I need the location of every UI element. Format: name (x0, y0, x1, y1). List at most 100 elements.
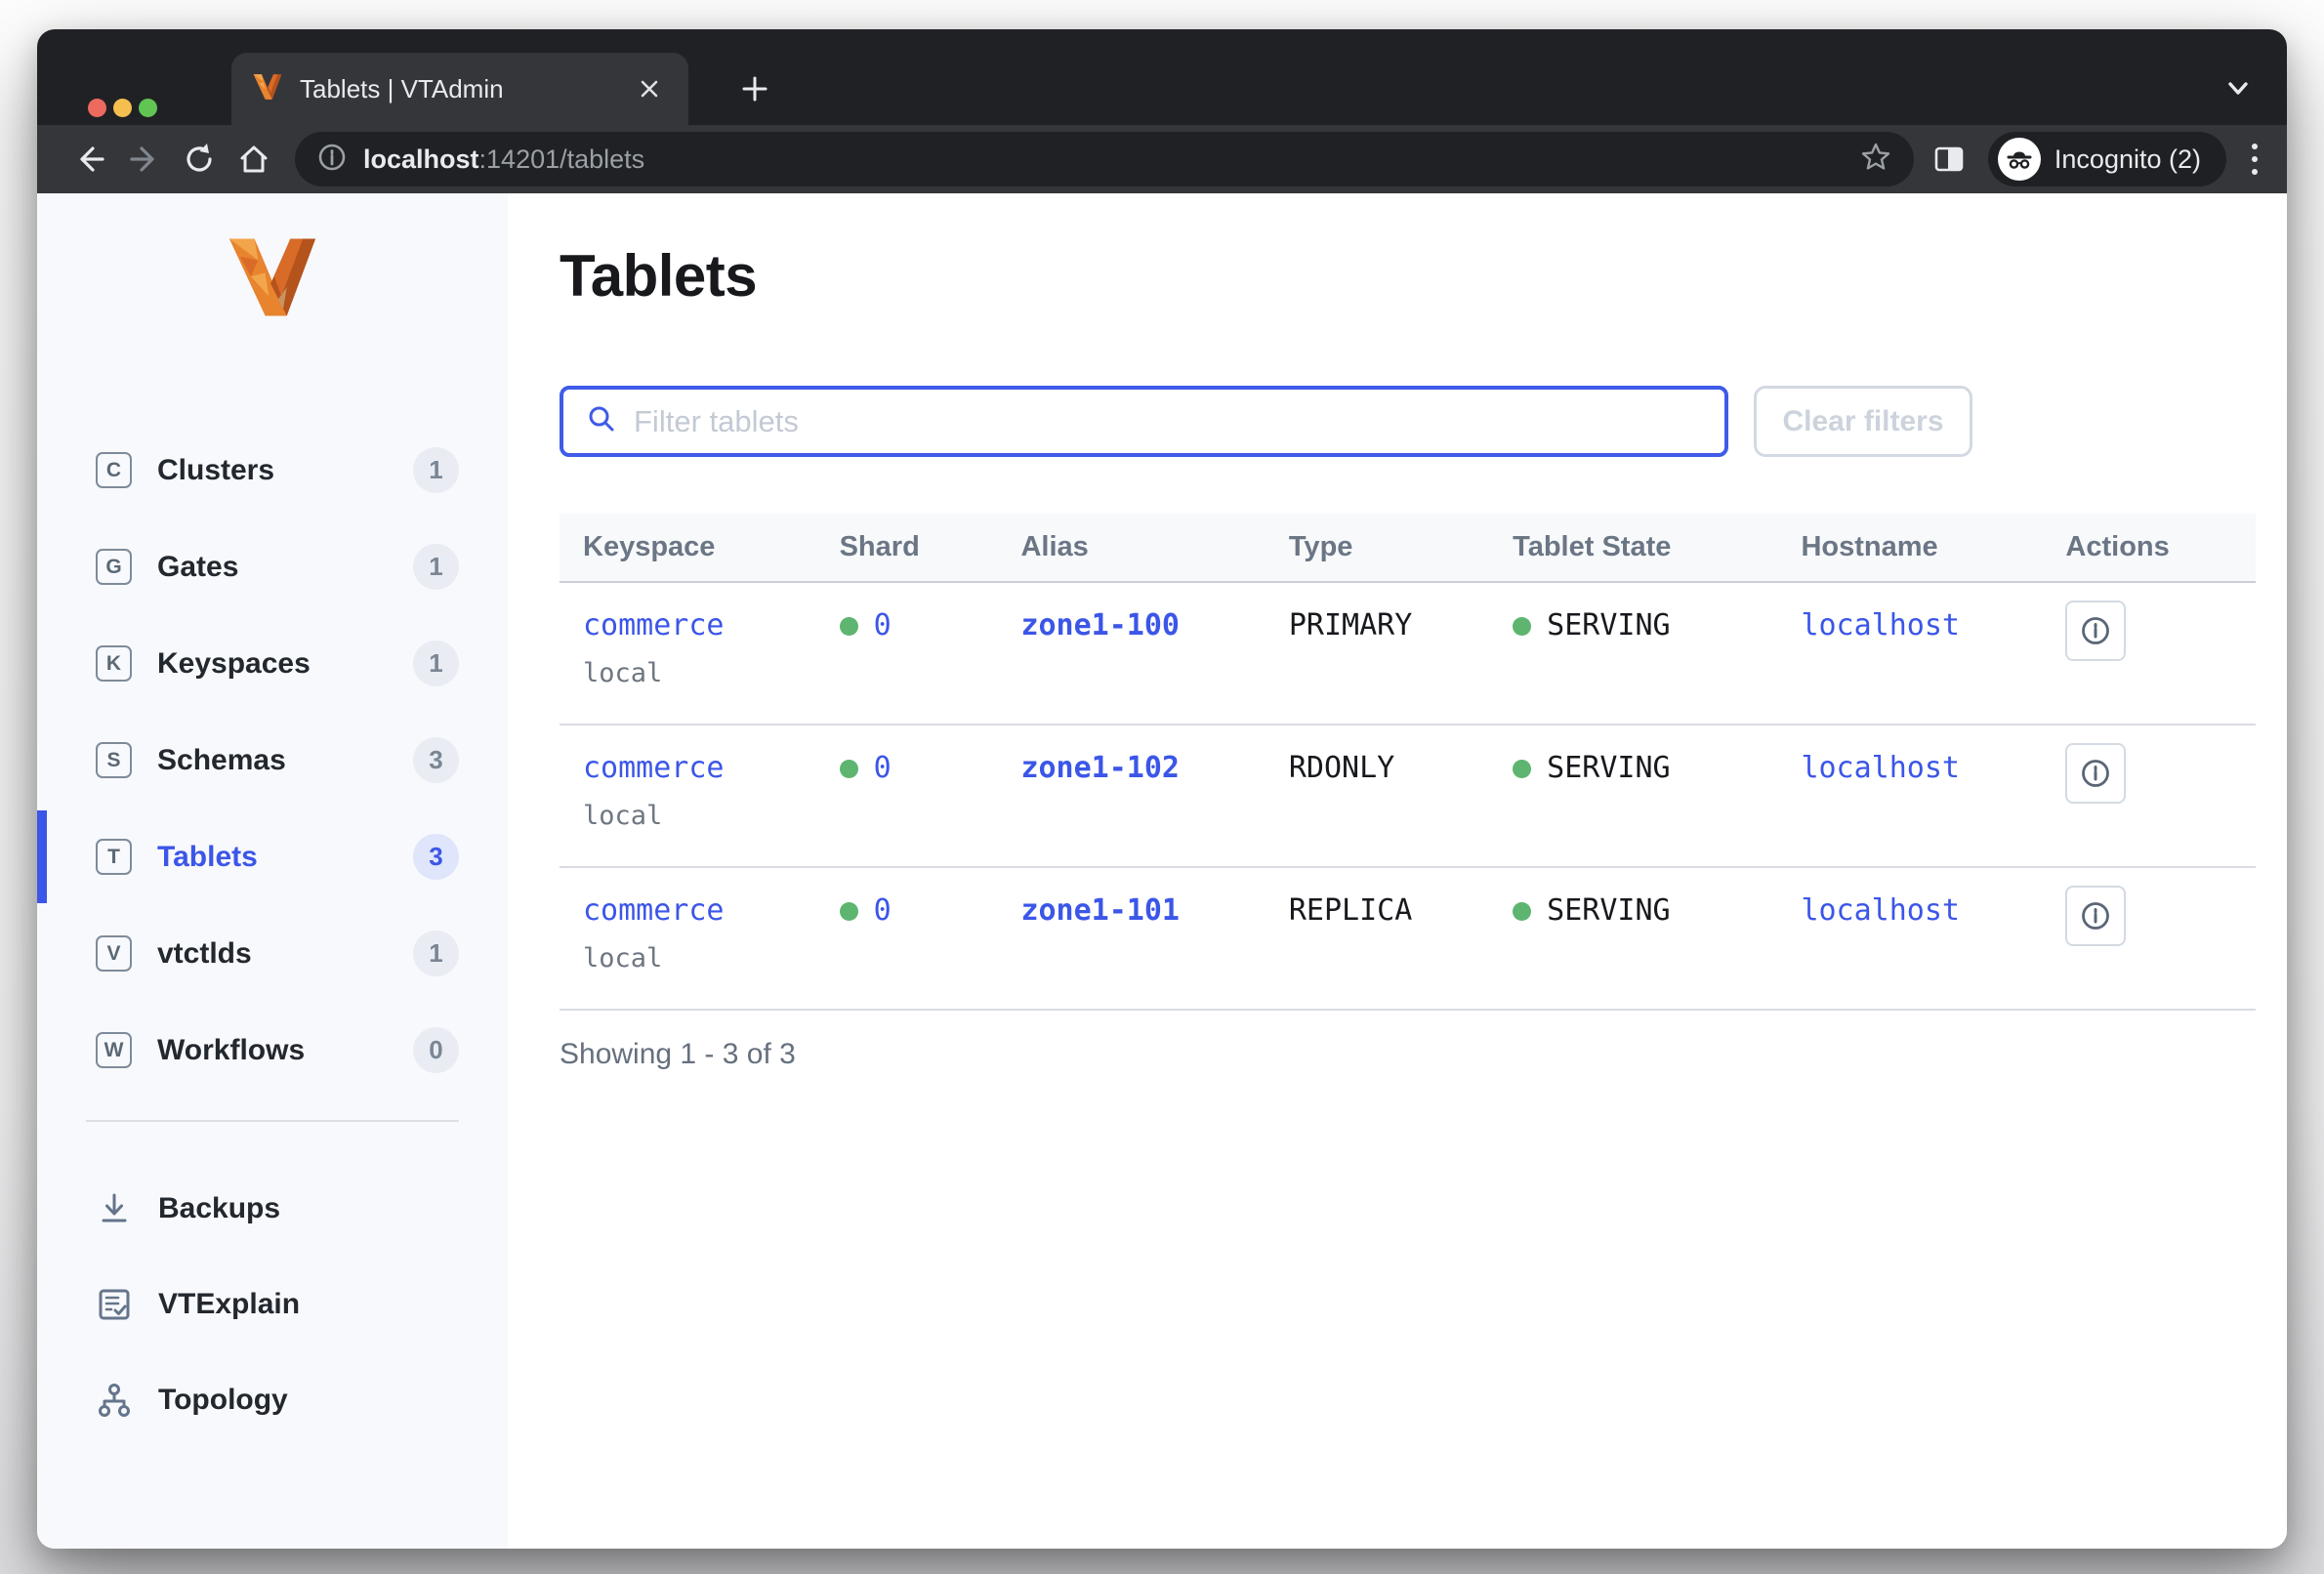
sidebar-item-keyspaces[interactable]: K Keyspaces 1 (37, 615, 508, 712)
incognito-label: Incognito (2) (2054, 144, 2201, 174)
count-badge: 1 (413, 447, 459, 493)
alias-link[interactable]: zone1-102 (1020, 751, 1180, 785)
sidebar-item-clusters[interactable]: C Clusters 1 (37, 422, 508, 518)
shard-health-dot (839, 617, 858, 636)
forward-icon[interactable] (121, 136, 168, 183)
table-row: commerce local 0 zone1-101 REPLICA SERVIN… (560, 867, 2256, 1011)
browser-toolbar: localhost:14201/tablets (37, 125, 2287, 193)
sidebar-item-backups[interactable]: Backups (37, 1161, 508, 1257)
count-badge: 3 (413, 737, 459, 783)
shard-link[interactable]: 0 (873, 751, 892, 785)
tab-tablets[interactable]: Tablets | VTAdmin (231, 53, 688, 125)
shard-health-dot (839, 902, 858, 921)
col-header-keyspace: Keyspace (560, 514, 840, 583)
workflows-letter-icon: W (96, 1032, 132, 1068)
count-badge: 1 (413, 931, 459, 976)
vitess-favicon-icon (253, 73, 282, 105)
reload-icon[interactable] (176, 136, 223, 183)
backups-icon (94, 1188, 135, 1229)
url-path: :14201/tablets (478, 144, 645, 174)
tablet-type: PRIMARY (1288, 608, 1413, 642)
cluster-name: local (583, 658, 663, 688)
hostname-link[interactable]: localhost (1801, 608, 1960, 642)
sidebar-divider (86, 1120, 459, 1122)
tablet-type: RDONLY (1288, 751, 1395, 785)
state-health-dot (1513, 617, 1532, 636)
sidebar-item-vtctlds[interactable]: V vtctlds 1 (37, 905, 508, 1002)
close-window-button[interactable] (88, 99, 106, 117)
sidebar-nav: C Clusters 1 G Gates 1 K Keyspaces 1 (37, 422, 508, 1098)
tab-search-chevron-icon[interactable] (2219, 68, 2258, 107)
tablet-state: SERVING (1547, 751, 1671, 785)
home-icon[interactable] (230, 136, 277, 183)
filter-box (560, 386, 1728, 457)
sidebar-item-tablets[interactable]: T Tablets 3 (37, 808, 508, 905)
col-header-hostname: Hostname (1801, 514, 2066, 583)
shard-health-dot (839, 760, 858, 778)
back-icon[interactable] (66, 136, 113, 183)
count-badge: 1 (413, 641, 459, 686)
tablets-letter-icon: T (96, 839, 132, 875)
minimize-window-button[interactable] (113, 99, 132, 117)
state-health-dot (1513, 902, 1532, 921)
shard-link[interactable]: 0 (873, 608, 892, 642)
incognito-icon (1997, 138, 2041, 181)
tab-close-icon[interactable] (632, 71, 667, 106)
count-badge: 0 (413, 1027, 459, 1073)
alias-link[interactable]: zone1-100 (1020, 608, 1180, 642)
state-health-dot (1513, 760, 1532, 778)
tab-strip: Tablets | VTAdmin (37, 29, 2287, 125)
sidebar-item-gates[interactable]: G Gates 1 (37, 518, 508, 615)
alias-link[interactable]: zone1-101 (1020, 893, 1180, 928)
tab-title: Tablets | VTAdmin (300, 73, 504, 104)
tablets-table: Keyspace Shard Alias Type Tablet State H… (560, 514, 2256, 1011)
filter-tablets-input[interactable] (634, 403, 1703, 439)
browser-window: Tablets | VTAdmin localhos (37, 29, 2287, 1549)
bookmark-star-icon[interactable] (1859, 141, 1892, 179)
site-info-icon[interactable] (316, 142, 348, 178)
row-info-button[interactable] (2065, 601, 2127, 661)
count-badge: 1 (413, 544, 459, 590)
vtexplain-icon (94, 1284, 135, 1325)
row-info-button[interactable] (2065, 743, 2127, 804)
sidebar-item-schemas[interactable]: S Schemas 3 (37, 712, 508, 808)
keyspace-link[interactable]: commerce (583, 893, 725, 928)
url-bar[interactable]: localhost:14201/tablets (295, 132, 1914, 186)
side-panel-icon[interactable] (1931, 142, 1967, 177)
sidebar-item-workflows[interactable]: W Workflows 0 (37, 1002, 508, 1098)
row-info-button[interactable] (2065, 886, 2127, 946)
tablet-type: REPLICA (1288, 893, 1413, 928)
cluster-name: local (583, 943, 663, 973)
url-text[interactable]: localhost:14201/tablets (363, 145, 1859, 175)
vtadmin-app: C Clusters 1 G Gates 1 K Keyspaces 1 (37, 193, 2287, 1549)
tablet-state: SERVING (1547, 608, 1671, 642)
results-summary: Showing 1 - 3 of 3 (560, 1038, 796, 1070)
sidebar-item-vtexplain[interactable]: VTExplain (37, 1257, 508, 1352)
filter-row: Clear filters (560, 386, 2256, 457)
shard-link[interactable]: 0 (873, 893, 892, 928)
clear-filters-button[interactable]: Clear filters (1754, 386, 1972, 457)
count-badge: 3 (413, 834, 459, 880)
table-row: commerce local 0 zone1-102 RDONLY SERVING… (560, 725, 2256, 868)
hostname-link[interactable]: localhost (1801, 751, 1960, 785)
keyspaces-letter-icon: K (96, 645, 132, 682)
url-host: localhost (363, 144, 479, 174)
incognito-profile-badge[interactable]: Incognito (2) (1987, 132, 2226, 186)
zoom-window-button[interactable] (139, 99, 157, 117)
keyspace-link[interactable]: commerce (583, 751, 725, 785)
sidebar-item-topology[interactable]: Topology (37, 1352, 508, 1448)
browser-menu-icon[interactable] (2248, 140, 2262, 179)
page-title: Tablets (560, 243, 758, 309)
new-tab-button[interactable] (732, 66, 777, 111)
cluster-name: local (583, 801, 663, 831)
topology-icon (94, 1380, 135, 1421)
gates-letter-icon: G (96, 549, 132, 585)
vtctlds-letter-icon: V (96, 935, 132, 972)
clusters-letter-icon: C (96, 452, 132, 488)
col-header-tablet-state: Tablet State (1513, 514, 1802, 583)
keyspace-link[interactable]: commerce (583, 608, 725, 642)
hostname-link[interactable]: localhost (1801, 893, 1960, 928)
vitess-logo (37, 193, 508, 318)
col-header-alias: Alias (1020, 514, 1289, 583)
col-header-actions: Actions (2065, 514, 2256, 583)
